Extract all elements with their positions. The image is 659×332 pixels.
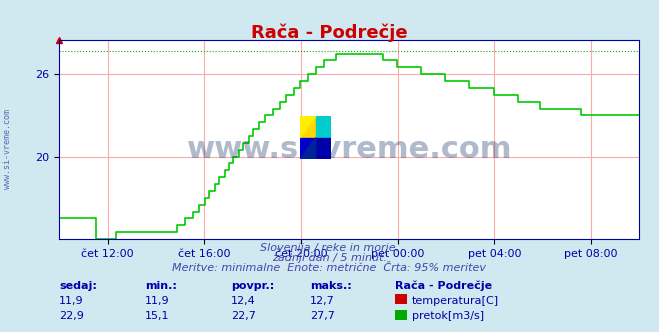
Text: temperatura[C]: temperatura[C] [412, 296, 499, 306]
Polygon shape [300, 138, 316, 159]
Text: 15,1: 15,1 [145, 311, 169, 321]
Text: 22,7: 22,7 [231, 311, 256, 321]
Text: zadnji dan / 5 minut.: zadnji dan / 5 minut. [272, 253, 387, 263]
Text: 27,7: 27,7 [310, 311, 335, 321]
Text: 12,7: 12,7 [310, 296, 335, 306]
Text: 22,9: 22,9 [59, 311, 84, 321]
Text: 11,9: 11,9 [59, 296, 84, 306]
Text: Meritve: minimalne  Enote: metrične  Črta: 95% meritev: Meritve: minimalne Enote: metrične Črta:… [173, 263, 486, 273]
Text: www.si-vreme.com: www.si-vreme.com [3, 110, 13, 189]
Bar [316, 116, 331, 138]
Bar [316, 138, 331, 159]
Text: Slovenija / reke in morje.: Slovenija / reke in morje. [260, 243, 399, 253]
Text: maks.:: maks.: [310, 281, 351, 290]
Polygon shape [300, 116, 316, 138]
Text: povpr.:: povpr.: [231, 281, 274, 290]
Text: www.si-vreme.com: www.si-vreme.com [186, 135, 512, 164]
Bar [300, 138, 316, 159]
Text: sedaj:: sedaj: [59, 281, 97, 290]
Text: Rača - Podrečje: Rača - Podrečje [395, 281, 492, 291]
Text: 11,9: 11,9 [145, 296, 169, 306]
Text: 12,4: 12,4 [231, 296, 256, 306]
Bar [395, 310, 407, 320]
Bar [395, 294, 407, 304]
Text: pretok[m3/s]: pretok[m3/s] [412, 311, 484, 321]
Text: Rača - Podrečje: Rača - Podrečje [251, 23, 408, 42]
Text: min.:: min.: [145, 281, 177, 290]
Bar [300, 116, 316, 138]
